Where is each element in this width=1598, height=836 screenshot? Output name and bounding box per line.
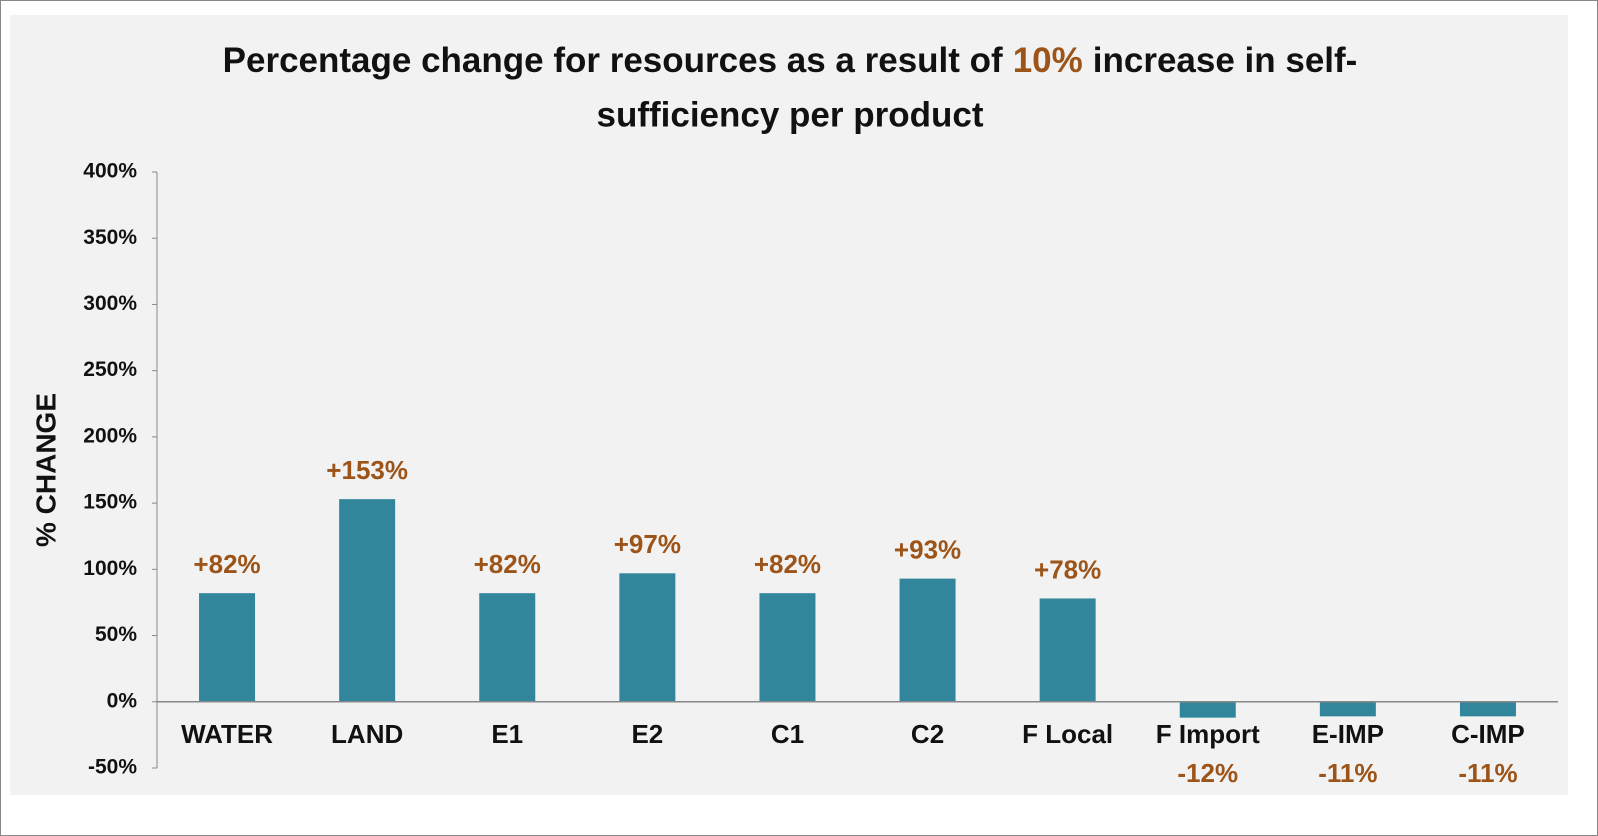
bar — [899, 578, 956, 702]
bar — [199, 593, 256, 702]
x-tick-label: C1 — [771, 719, 804, 749]
bar — [759, 593, 816, 702]
bar — [1179, 701, 1236, 718]
bar — [1039, 598, 1096, 702]
bar — [619, 573, 676, 702]
y-tick-label: 100% — [83, 557, 137, 580]
y-tick-label: 300% — [83, 292, 137, 315]
x-tick-label: C-IMP — [1451, 719, 1525, 749]
chart-title: sufficiency per product — [596, 95, 983, 134]
x-tick-label: E-IMP — [1312, 719, 1384, 749]
x-tick-label: WATER — [181, 719, 273, 749]
chart-title: Percentage change for resources as a res… — [223, 41, 1358, 80]
value-label: +93% — [894, 534, 961, 564]
value-label: +82% — [193, 549, 260, 579]
x-tick-label: E1 — [491, 719, 523, 749]
y-tick-label: 50% — [95, 623, 137, 646]
title-part: Percentage change for resources as a res… — [223, 41, 1003, 80]
y-tick-label: 200% — [83, 424, 137, 447]
y-tick-label: 150% — [83, 491, 137, 514]
bar — [479, 593, 536, 702]
x-tick-label: C2 — [911, 719, 944, 749]
bar — [339, 499, 396, 702]
x-tick-label: E2 — [631, 719, 663, 749]
value-label: +78% — [1034, 554, 1101, 584]
bar — [1319, 701, 1376, 717]
value-label: +82% — [754, 549, 821, 579]
value-label: +97% — [614, 529, 681, 559]
value-label: +82% — [474, 549, 541, 579]
value-label: +153% — [326, 455, 408, 485]
y-tick-label: 250% — [83, 358, 137, 381]
value-label: -11% — [1318, 758, 1377, 788]
value-label: -11% — [1458, 758, 1517, 788]
y-tick-label: 400% — [83, 160, 137, 183]
x-tick-label: F Local — [1022, 719, 1113, 749]
title-highlight: 10% — [1013, 41, 1083, 80]
bar — [1459, 701, 1516, 717]
title-part: increase in self- — [1093, 41, 1358, 80]
value-label: -12% — [1177, 758, 1238, 788]
x-tick-label: LAND — [331, 719, 403, 749]
x-tick-label: F Import — [1156, 719, 1260, 749]
y-tick-label: -50% — [88, 756, 137, 779]
y-axis-title: % CHANGE — [30, 393, 61, 547]
y-tick-label: 350% — [83, 226, 137, 249]
y-tick-label: 0% — [107, 689, 138, 712]
